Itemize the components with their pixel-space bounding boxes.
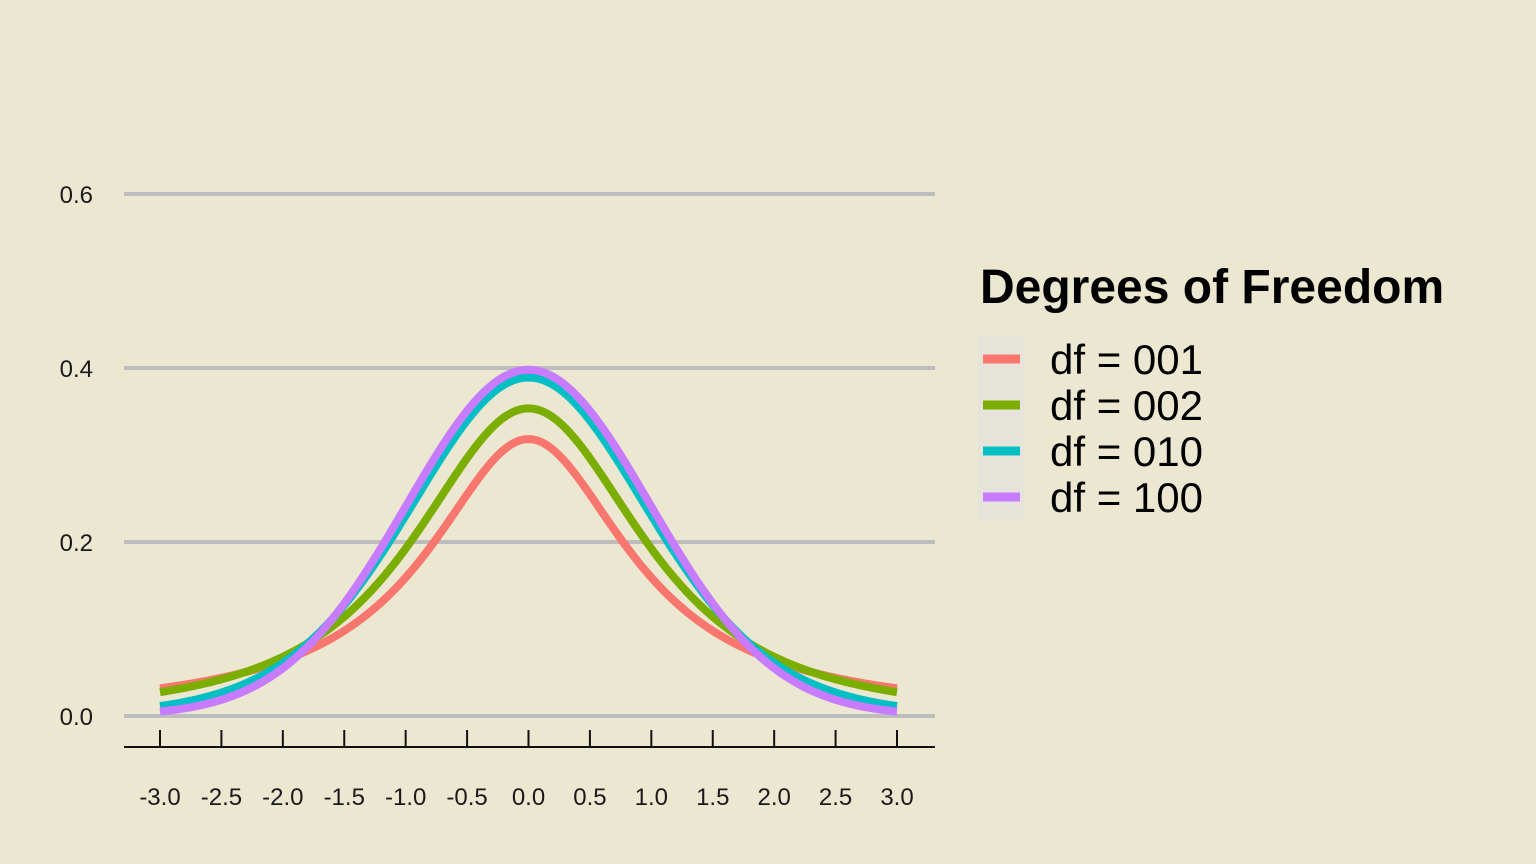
legend-label-df-002: df = 002 (1050, 382, 1203, 429)
x-tick-label-5: -0.5 (446, 784, 487, 811)
x-tick-label-2: -2.0 (262, 784, 303, 811)
series-line-df-002 (159, 404, 898, 697)
series-line-df-010 (159, 373, 898, 711)
x-tick-label-3: -1.5 (324, 784, 365, 811)
y-tick-label-1: 0.2 (60, 530, 93, 557)
legend-title: Degrees of Freedom (980, 261, 1444, 314)
x-tick-label-4: -1.0 (385, 784, 426, 811)
x-tick-label-7: 0.5 (573, 784, 606, 811)
legend-label-df-010: df = 010 (1050, 428, 1203, 475)
y-tick-label-3: 0.6 (60, 182, 93, 209)
y-tick-label-2: 0.4 (60, 356, 93, 383)
x-tick-label-1: -2.5 (201, 784, 242, 811)
x-tick-label-10: 2.0 (757, 784, 790, 811)
x-tick-label-6: 0.0 (512, 784, 545, 811)
series-layer (159, 365, 898, 716)
series-line-df-001 (159, 435, 898, 693)
y-axis: 0.0 0.2 0.4 0.6 (60, 182, 93, 731)
x-tick-label-12: 3.0 (880, 784, 913, 811)
legend-label-df-001: df = 001 (1050, 336, 1203, 383)
series-line-df-100 (159, 365, 898, 716)
legend-key-background (978, 336, 1024, 520)
grid-layer (124, 192, 935, 718)
x-tick-label-0: -3.0 (139, 784, 180, 811)
x-tick-label-9: 1.5 (696, 784, 729, 811)
legend-label-df-100: df = 100 (1050, 474, 1203, 521)
x-axis: -3.0 -2.5 -2.0 -1.5 -1.0 -0.5 0.0 0.5 1.0 1.5 2.0 2… (124, 730, 935, 811)
x-tick-label-11: 2.5 (819, 784, 852, 811)
x-tick-label-8: 1.0 (635, 784, 668, 811)
y-tick-label-0: 0.0 (60, 704, 93, 731)
